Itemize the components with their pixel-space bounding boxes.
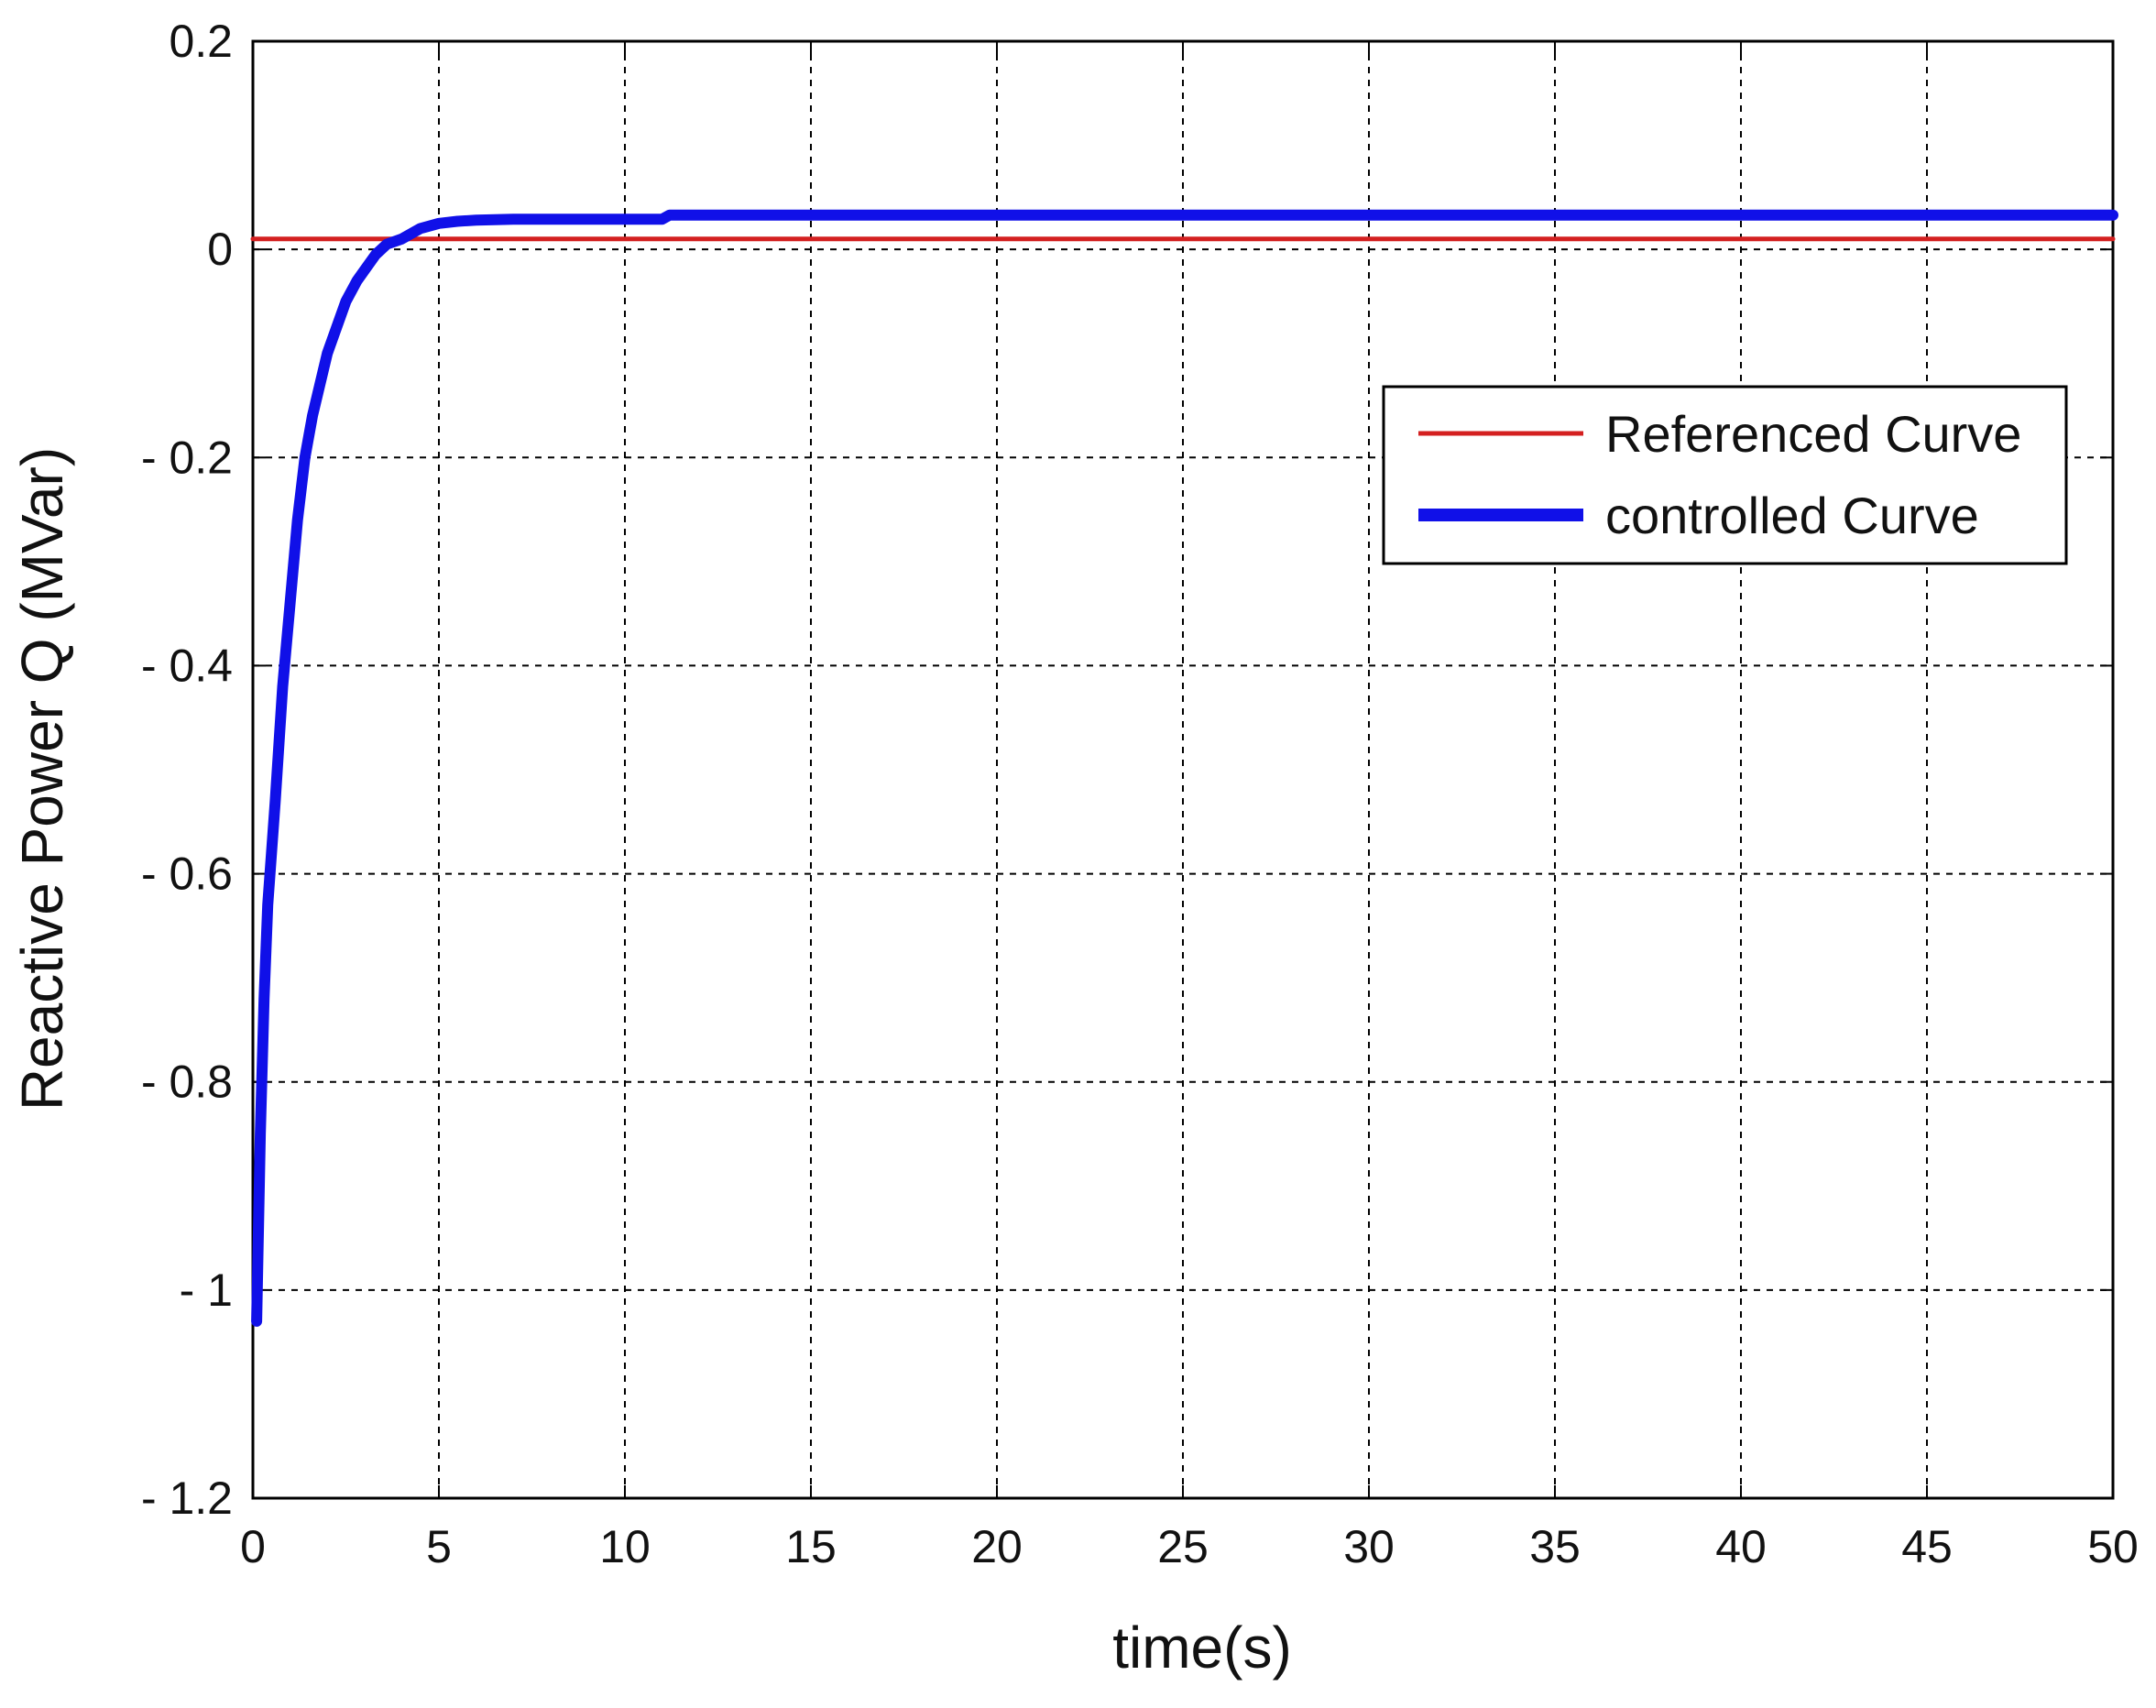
x-tick-label: 30 xyxy=(1343,1521,1395,1572)
x-tick-label: 40 xyxy=(1715,1521,1767,1572)
legend: Referenced Curve controlled Curve xyxy=(1382,385,2068,565)
series-line-controlled-curve xyxy=(251,209,2118,1327)
x-tick-label: 15 xyxy=(785,1521,837,1572)
legend-label-controlled-curve: controlled Curve xyxy=(1605,487,1979,544)
x-tick-label: 5 xyxy=(426,1521,452,1572)
x-tick-label: 0 xyxy=(240,1521,266,1572)
y-tick-label: 0.2 xyxy=(169,16,233,67)
y-axis-label: Reactive Power Q (MVar) xyxy=(9,447,75,1111)
legend-label-referenced-curve: Referenced Curve xyxy=(1605,405,2021,463)
series-layer xyxy=(250,209,2118,1327)
y-tick-label: - 1 xyxy=(180,1265,233,1316)
legend-box xyxy=(1382,385,2068,565)
x-axis-label: time(s) xyxy=(1112,1615,1292,1681)
x-axis-tick-labels: 0 5 10 15 20 25 30 35 40 45 50 xyxy=(240,1521,2139,1572)
x-tick-label: 35 xyxy=(1529,1521,1581,1572)
x-tick-label: 20 xyxy=(971,1521,1023,1572)
x-tick-label: 25 xyxy=(1157,1521,1209,1572)
grid-lines xyxy=(253,41,2113,1498)
y-tick-label: - 0.8 xyxy=(141,1057,233,1108)
y-tick-label: - 0.4 xyxy=(141,640,233,691)
y-tick-label: - 0.6 xyxy=(141,849,233,900)
y-tick-label: - 0.2 xyxy=(141,432,233,483)
y-tick-label: - 1.2 xyxy=(141,1473,233,1524)
x-tick-label: 10 xyxy=(599,1521,651,1572)
y-tick-label: 0 xyxy=(207,224,233,275)
x-tick-label: 45 xyxy=(1901,1521,1953,1572)
x-tick-label: 50 xyxy=(2087,1521,2139,1572)
y-axis-tick-labels: 0.2 0 - 0.2 - 0.4 - 0.6 - 0.8 - 1 - 1.2 xyxy=(141,16,233,1524)
